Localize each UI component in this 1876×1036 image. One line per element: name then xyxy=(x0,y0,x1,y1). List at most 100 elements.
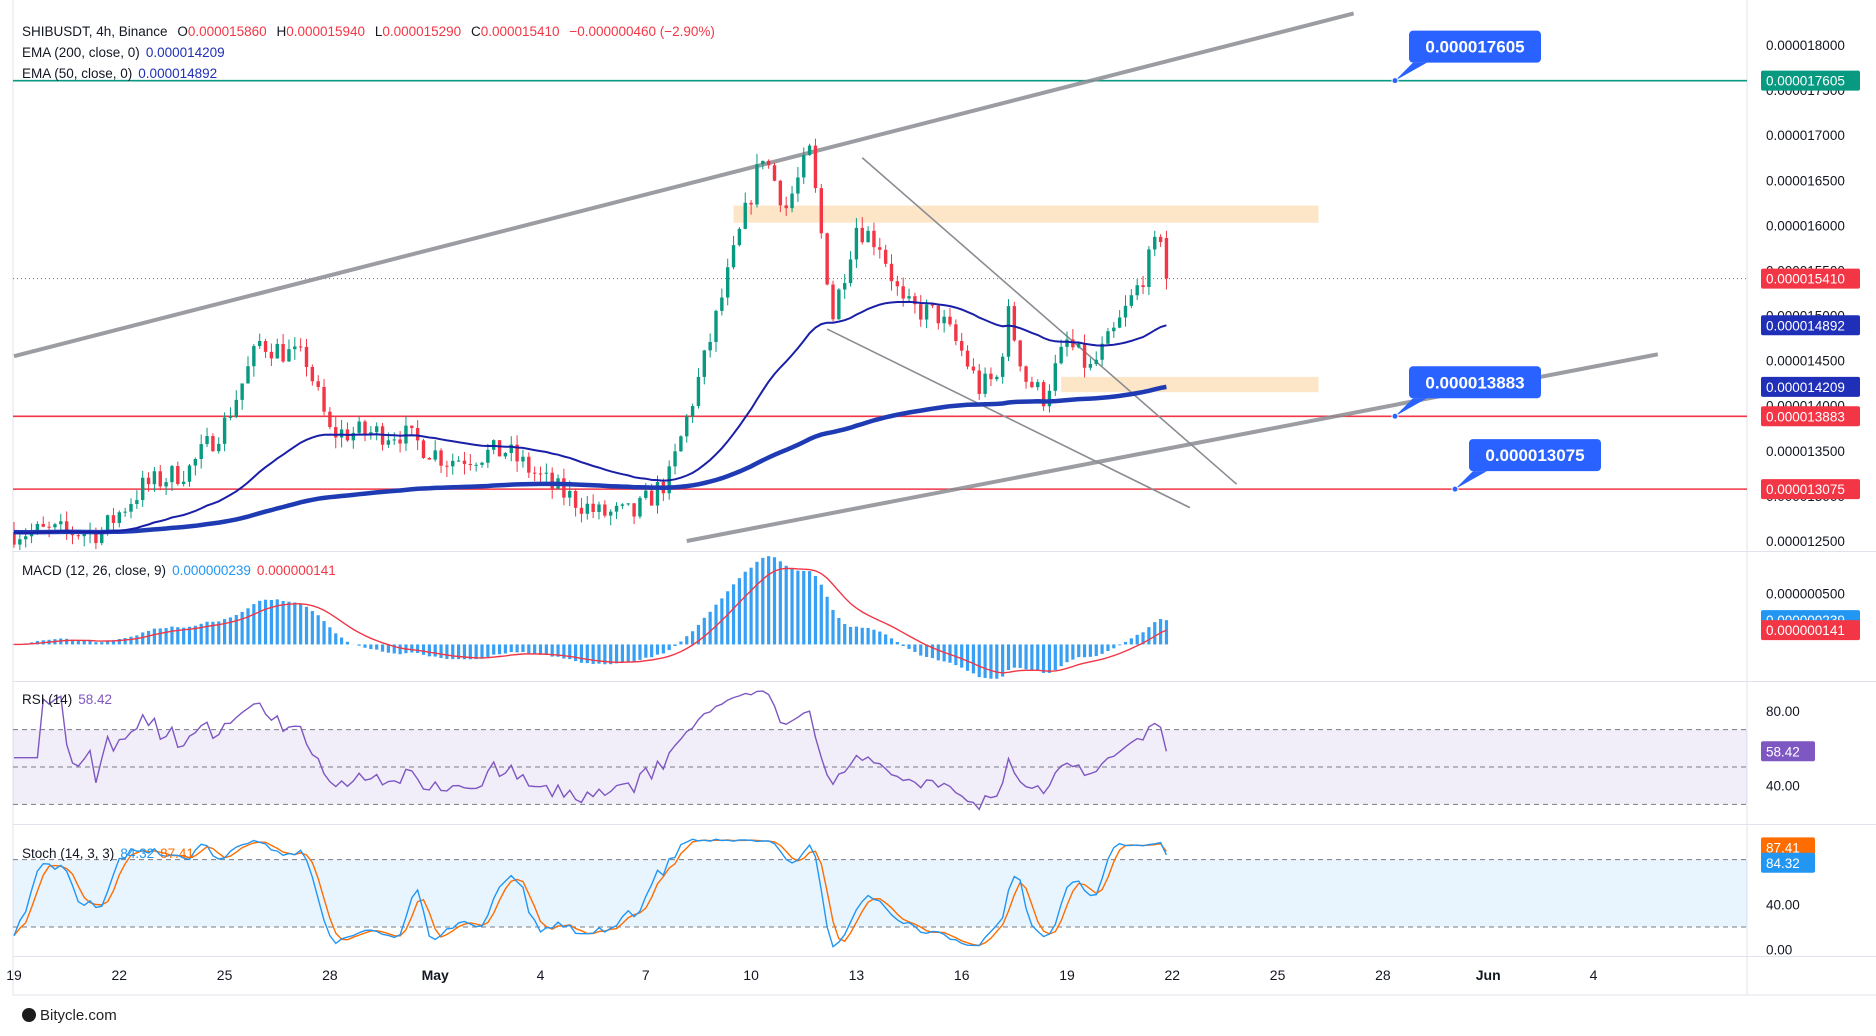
macd-histogram-bar xyxy=(743,571,747,645)
candle xyxy=(433,440,437,462)
candle-body xyxy=(708,341,712,351)
candle-body xyxy=(726,267,730,298)
candle-body xyxy=(1012,306,1017,341)
candle xyxy=(737,227,742,247)
candle-body xyxy=(222,417,227,444)
macd-histogram-bar xyxy=(1112,644,1116,649)
candle xyxy=(895,275,900,296)
macd-histogram-bar xyxy=(819,584,823,645)
macd-histogram-bar xyxy=(281,601,285,645)
candle xyxy=(375,422,379,441)
macd-histogram-bar xyxy=(211,621,215,645)
candle-body xyxy=(913,296,917,305)
candle xyxy=(1053,354,1057,397)
candle-body xyxy=(883,249,888,264)
macd-badge-text: 0.000000141 xyxy=(1766,623,1845,638)
candle-body xyxy=(1000,356,1005,377)
candle xyxy=(1100,336,1104,367)
rsi-badge-bg xyxy=(1761,741,1815,762)
footer-brand[interactable]: Bitycle.com xyxy=(22,1007,117,1024)
candle xyxy=(497,440,502,457)
candle-body xyxy=(831,284,835,320)
candle xyxy=(152,466,157,492)
candle xyxy=(322,378,326,416)
macd-histogram-bar xyxy=(895,641,899,645)
price-axis-tick: 0.000014500 xyxy=(1766,354,1845,369)
price-layer xyxy=(13,11,1747,550)
candle xyxy=(211,433,215,452)
price-badge: 0.000014892 xyxy=(1761,315,1860,336)
candle-body xyxy=(989,373,993,380)
macd-histogram-bar xyxy=(889,638,894,645)
macd-histogram-bar xyxy=(76,640,80,645)
candle xyxy=(731,235,736,270)
candle xyxy=(76,533,81,540)
candle xyxy=(1094,351,1098,367)
candle-body xyxy=(679,436,683,452)
time-axis-tick: May xyxy=(422,967,449,983)
macd-histogram-bar xyxy=(1094,644,1098,657)
candle-body xyxy=(328,411,332,428)
macd-histogram-bar xyxy=(199,623,203,645)
macd-histogram-bar xyxy=(263,599,268,645)
candle-body xyxy=(509,444,513,453)
candle-body xyxy=(655,482,660,506)
candle-body xyxy=(714,310,718,342)
candle-body xyxy=(1018,340,1022,367)
macd-histogram-bar xyxy=(521,644,525,653)
candle-body xyxy=(720,297,724,311)
candle xyxy=(398,431,402,453)
macd-histogram-bar xyxy=(1053,644,1057,671)
stoch-badge-text: 87.41 xyxy=(1766,840,1800,855)
symbol-header: SHIBUSDT, 4h, Binance O0.000015860 H0.00… xyxy=(22,24,721,39)
candle-body xyxy=(18,539,22,545)
stoch-legend: Stoch (14, 3, 3) 84.32 87.41 xyxy=(22,846,200,861)
macd-histogram-bar xyxy=(936,644,940,661)
stoch-label: Stoch (14, 3, 3) xyxy=(22,846,115,861)
macd-histogram-bar xyxy=(1082,644,1087,658)
macd-histogram-bar xyxy=(1012,644,1016,668)
macd-histogram-bar xyxy=(299,603,303,645)
price-axis-tick: 0.000016500 xyxy=(1766,173,1845,188)
macd-histogram-bar xyxy=(223,619,227,645)
candle xyxy=(1077,343,1081,349)
candle xyxy=(860,217,864,245)
candle-body xyxy=(375,426,379,433)
candle-body xyxy=(100,531,104,544)
macd-histogram-bar xyxy=(825,596,829,645)
candle-body xyxy=(954,324,958,342)
candle xyxy=(609,509,613,526)
candle-body xyxy=(339,429,344,438)
candle xyxy=(573,488,578,517)
macd-histogram-bar xyxy=(94,642,98,645)
macd-histogram-bar xyxy=(1030,644,1034,671)
macd-value: 0.000000239 xyxy=(172,563,251,578)
candle-body xyxy=(41,523,45,527)
price-callout: 0.000017605 xyxy=(1391,30,1541,85)
candle xyxy=(1059,339,1063,365)
candle-body xyxy=(298,346,303,348)
candle-body xyxy=(246,366,250,384)
macd-histogram-bar xyxy=(1018,644,1022,668)
time-axis-tick: 28 xyxy=(322,967,338,983)
candle xyxy=(1112,322,1116,338)
candle-body xyxy=(187,465,192,482)
candle-body xyxy=(960,341,964,351)
macd-histogram-bar xyxy=(135,635,139,645)
macd-histogram-bar xyxy=(784,565,788,645)
candle xyxy=(521,449,525,468)
candle xyxy=(1041,379,1046,412)
candle-body xyxy=(644,490,648,498)
candle-body xyxy=(1077,343,1081,348)
candle-body xyxy=(766,160,771,166)
candle xyxy=(761,160,765,170)
candle-body xyxy=(1106,331,1110,344)
macd-histogram-bar xyxy=(989,644,993,679)
candle-body xyxy=(287,349,291,362)
candle xyxy=(532,466,537,482)
candle-body xyxy=(181,481,186,485)
time-axis-tick: 25 xyxy=(1270,967,1286,983)
macd-histogram-bar xyxy=(410,644,414,653)
candle-body xyxy=(234,399,238,417)
